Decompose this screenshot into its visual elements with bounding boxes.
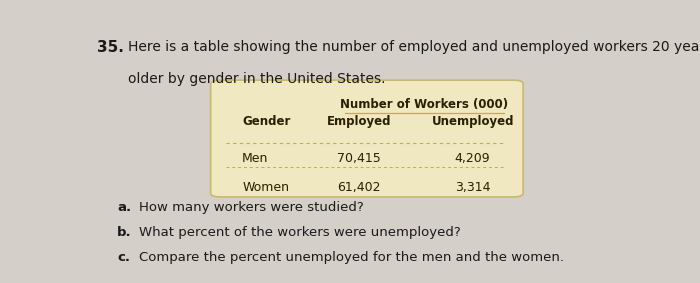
Text: 70,415: 70,415 [337, 152, 381, 165]
Text: Unemployed: Unemployed [431, 115, 514, 128]
Text: 35.: 35. [97, 40, 124, 55]
Text: c.: c. [118, 251, 130, 264]
Text: Men: Men [242, 152, 269, 165]
Text: How many workers were studied?: How many workers were studied? [139, 201, 364, 214]
Text: Number of Workers (000): Number of Workers (000) [340, 98, 508, 111]
Text: Here is a table showing the number of employed and unemployed workers 20 years o: Here is a table showing the number of em… [128, 40, 700, 55]
Text: Women: Women [242, 181, 289, 194]
Text: Compare the percent unemployed for the men and the women.: Compare the percent unemployed for the m… [139, 251, 564, 264]
Text: 3,314: 3,314 [455, 181, 491, 194]
Text: 61,402: 61,402 [337, 181, 381, 194]
Text: Gender: Gender [242, 115, 290, 128]
Text: 4,209: 4,209 [455, 152, 491, 165]
Text: b.: b. [118, 226, 132, 239]
FancyBboxPatch shape [211, 80, 523, 197]
Text: What percent of the workers were unemployed?: What percent of the workers were unemplo… [139, 226, 461, 239]
Text: a.: a. [118, 201, 132, 214]
Text: older by gender in the United States.: older by gender in the United States. [128, 72, 386, 86]
Text: Employed: Employed [326, 115, 391, 128]
